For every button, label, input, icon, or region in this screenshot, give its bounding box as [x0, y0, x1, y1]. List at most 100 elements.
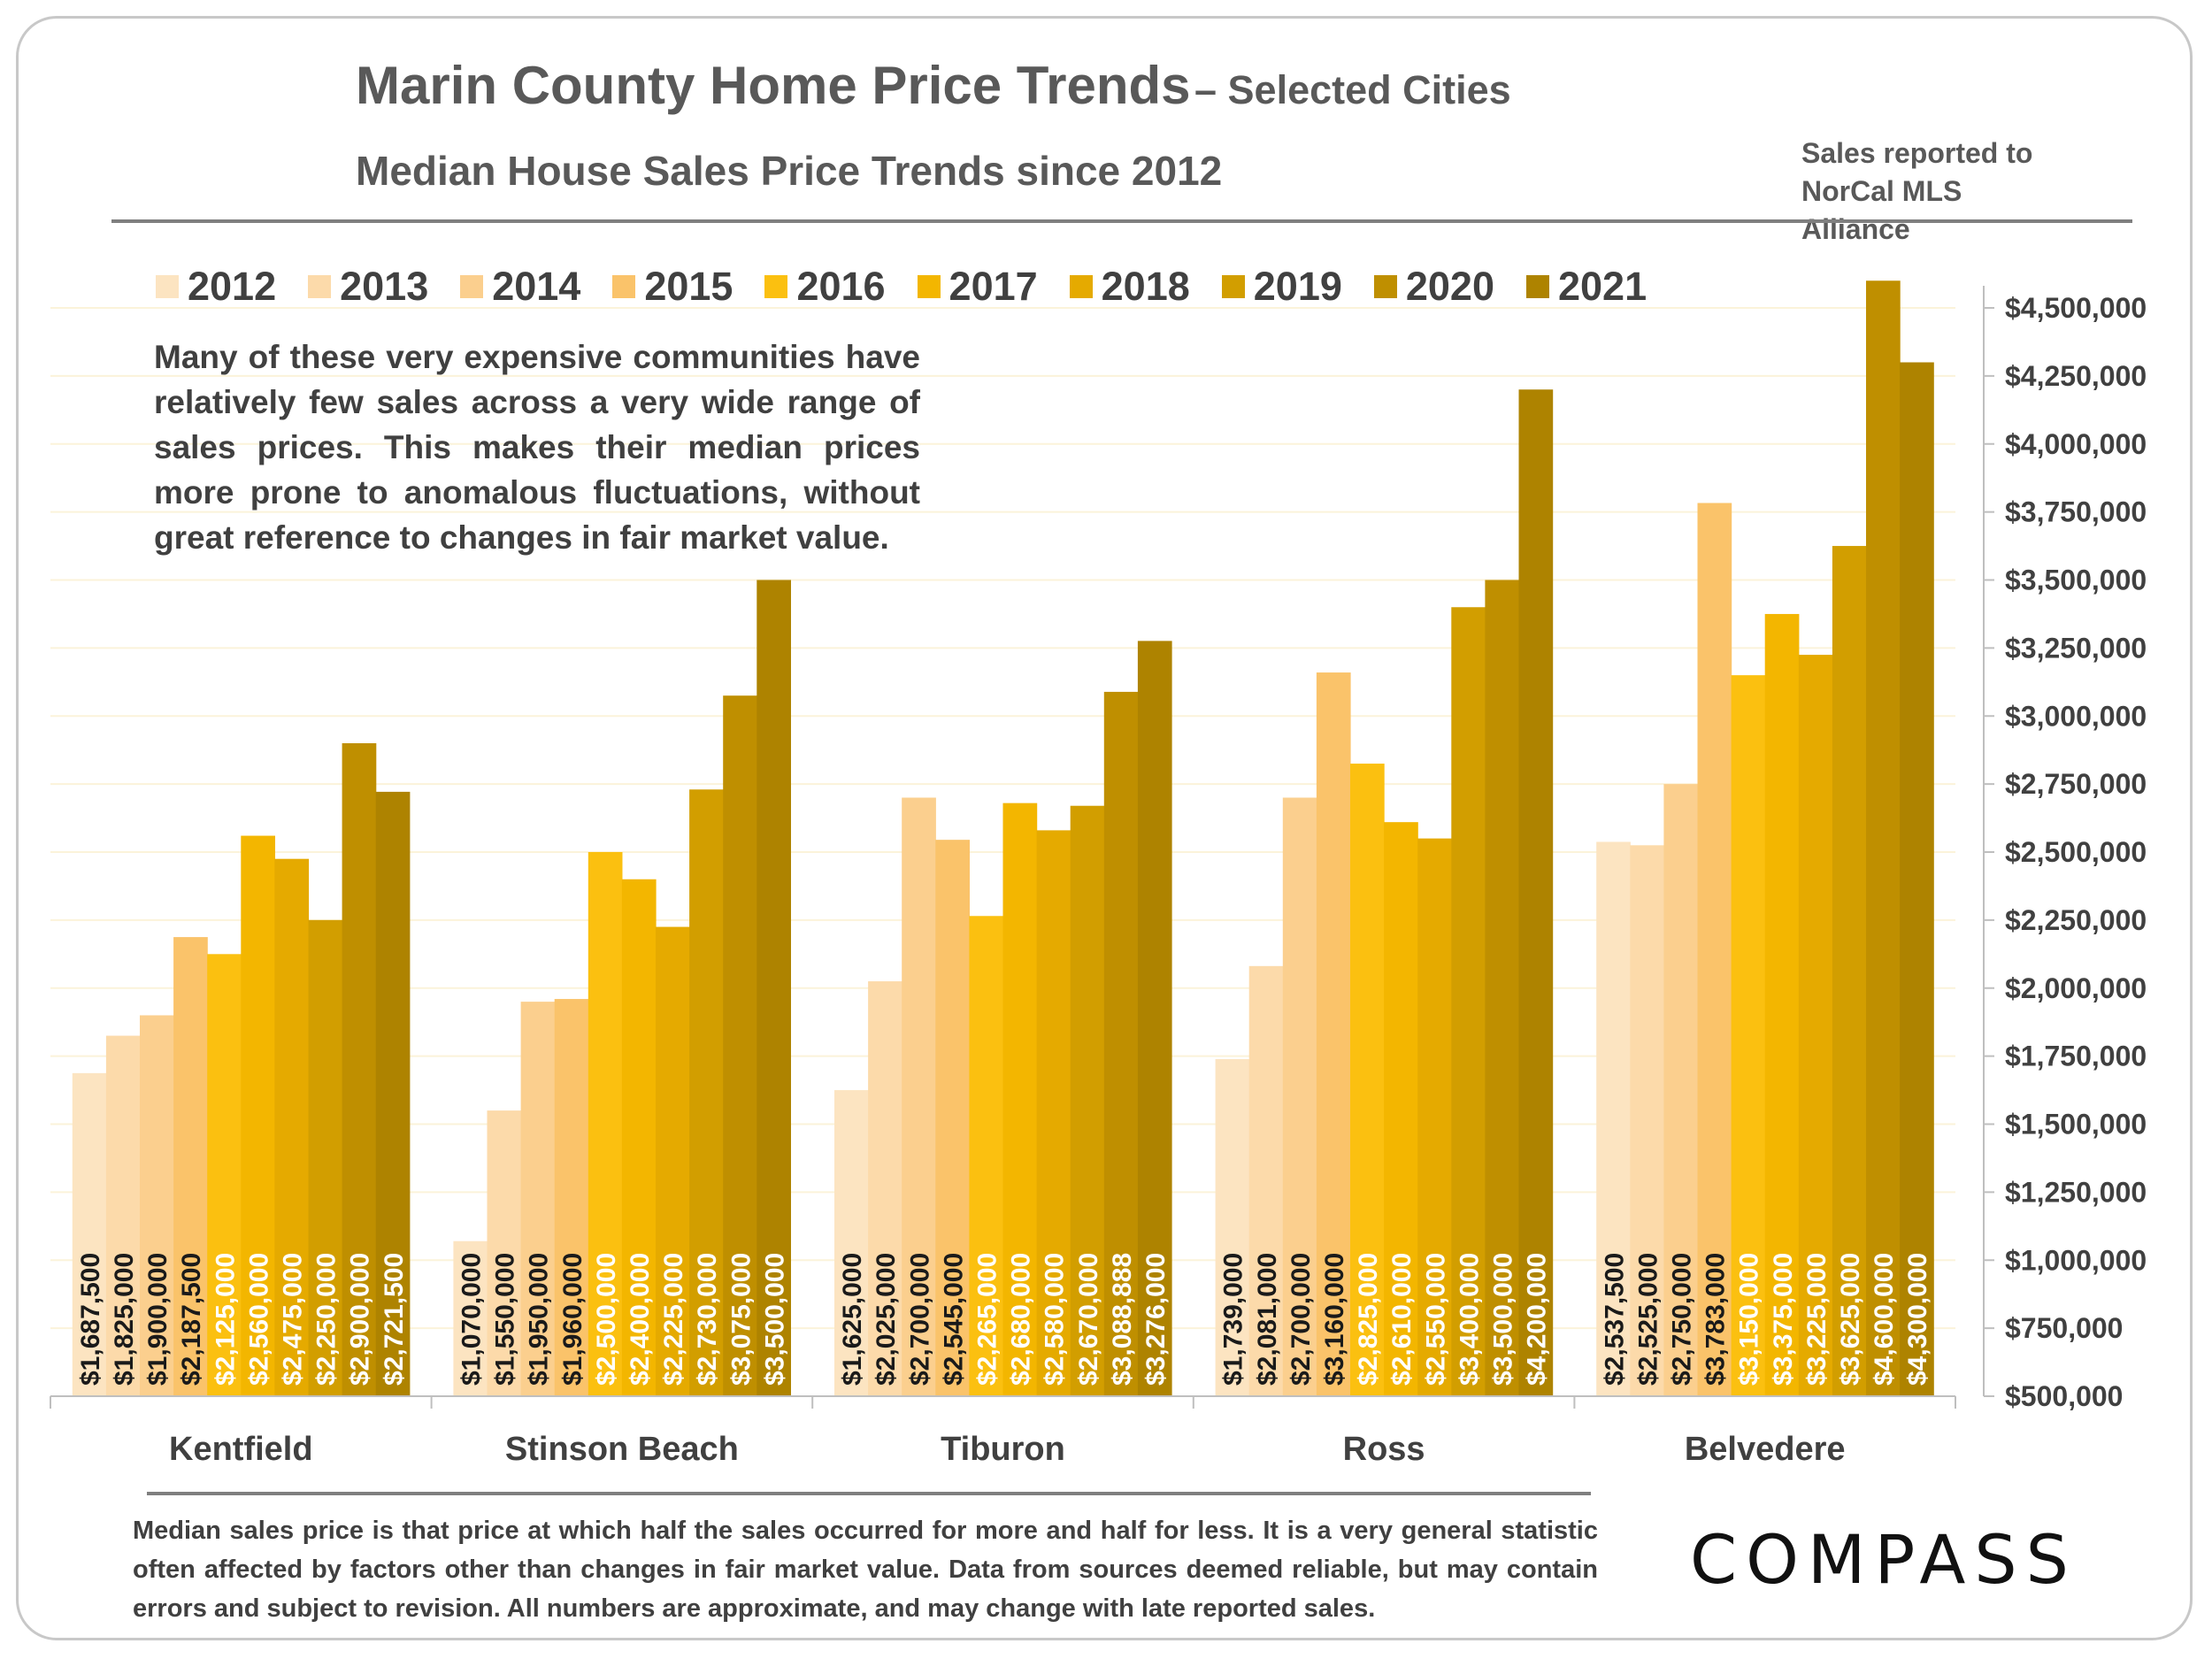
bar	[588, 852, 623, 1396]
y-tick-label: $3,750,000	[2005, 496, 2147, 528]
source-note: Sales reported to NorCal MLS Alliance	[1801, 134, 2067, 249]
bar-value-label: $3,500,000	[1488, 1253, 1517, 1386]
bar	[757, 580, 791, 1396]
bar-value-label: $1,900,000	[143, 1253, 173, 1386]
bar-value-label: $3,400,000	[1455, 1253, 1484, 1386]
y-tick-label: $1,250,000	[2005, 1176, 2147, 1208]
bar	[1731, 675, 1766, 1396]
bar-value-label: $2,550,000	[1421, 1253, 1450, 1386]
bar	[1384, 822, 1418, 1396]
bar	[1350, 764, 1385, 1396]
bar	[1036, 830, 1071, 1396]
header-divider	[111, 219, 2132, 223]
bar	[1282, 797, 1317, 1396]
y-tick-label: $750,000	[2005, 1312, 2123, 1344]
legend-swatch	[1069, 275, 1093, 298]
bar-value-label: $4,200,000	[1523, 1253, 1552, 1386]
bar	[1485, 580, 1520, 1396]
bar	[1866, 280, 1901, 1396]
bar	[1764, 613, 1800, 1396]
bar	[902, 797, 936, 1396]
legend-item: 2018	[1069, 262, 1222, 311]
bar-value-label: $2,400,000	[626, 1253, 655, 1386]
bar	[689, 789, 724, 1396]
source-line-2: NorCal MLS Alliance	[1801, 175, 1962, 245]
bar-value-label: $2,610,000	[1387, 1253, 1417, 1386]
y-tick-label: $2,500,000	[2005, 836, 2147, 868]
bar-value-label: $2,500,000	[592, 1253, 621, 1386]
bar-value-label: $3,375,000	[1769, 1253, 1798, 1386]
bar-value-label: $2,700,000	[905, 1253, 934, 1386]
legend-item: 2017	[917, 262, 1070, 311]
bar	[375, 791, 411, 1396]
bar-value-label: $4,600,000	[1870, 1253, 1899, 1386]
bar-value-label: $2,680,000	[1007, 1253, 1036, 1386]
bar-value-label: $2,225,000	[659, 1253, 688, 1386]
bar	[1798, 655, 1833, 1396]
bar-value-label: $2,525,000	[1633, 1253, 1663, 1386]
bar	[1832, 546, 1867, 1396]
bar-value-label: $1,687,500	[76, 1253, 105, 1386]
bar-value-label: $1,070,000	[457, 1253, 486, 1386]
y-tick-label: $3,000,000	[2005, 700, 2147, 732]
bar	[656, 926, 690, 1396]
bar-value-label: $2,537,500	[1600, 1253, 1629, 1386]
bar-value-label: $1,739,000	[1219, 1253, 1248, 1386]
bar	[173, 937, 208, 1396]
y-tick-label: $1,000,000	[2005, 1244, 2147, 1276]
bar-value-label: $3,150,000	[1735, 1253, 1764, 1386]
legend-item: 2020	[1373, 262, 1526, 311]
chart-legend: 2012 2013 2014 2015 2016 2017 2018 2019 2020 2021	[156, 262, 1678, 311]
bar-value-label: $3,160,000	[1320, 1253, 1349, 1386]
compass-logo: COMPASS	[1690, 1520, 2078, 1599]
bar	[1900, 362, 1934, 1396]
bar	[274, 858, 310, 1396]
category-label: Kentfield	[169, 1431, 313, 1468]
bar-value-label: $2,670,000	[1074, 1253, 1103, 1386]
bar-value-label: $1,625,000	[838, 1253, 867, 1386]
bar	[520, 1002, 556, 1396]
legend-swatch	[917, 275, 941, 298]
bar	[621, 879, 657, 1396]
legend-label: 2014	[492, 264, 581, 309]
legend-swatch	[764, 275, 788, 298]
bar-value-label: $2,721,500	[380, 1253, 409, 1386]
y-tick-label: $2,750,000	[2005, 768, 2147, 800]
legend-label: 2012	[188, 264, 277, 309]
bar-value-label: $3,500,000	[760, 1253, 789, 1386]
bar-value-label: $1,950,000	[525, 1253, 554, 1386]
bar	[1663, 784, 1699, 1396]
y-tick-label: $3,500,000	[2005, 565, 2147, 596]
legend-swatch	[1221, 275, 1245, 298]
bar-value-label: $4,300,000	[1903, 1253, 1932, 1386]
bar-value-label: $2,560,000	[244, 1253, 273, 1386]
y-tick-label: $500,000	[2005, 1380, 2123, 1412]
bar-value-label: $2,187,500	[177, 1253, 206, 1386]
y-tick-label: $2,000,000	[2005, 972, 2147, 1004]
legend-label: 2013	[340, 264, 429, 309]
chart-annotation: Many of these very expensive communities…	[154, 339, 920, 556]
bar	[1518, 389, 1554, 1396]
legend-item: 2015	[612, 262, 764, 311]
bar	[453, 1240, 488, 1396]
bar	[241, 835, 275, 1396]
y-tick-label: $4,500,000	[2005, 292, 2147, 324]
y-tick-label: $3,250,000	[2005, 632, 2147, 664]
bar	[487, 1110, 522, 1396]
bar	[834, 1090, 869, 1396]
bar	[1215, 1059, 1250, 1396]
bar	[554, 999, 589, 1396]
bar-value-label: $2,900,000	[346, 1253, 375, 1386]
legend-item: 2012	[156, 262, 308, 311]
legend-item: 2016	[764, 262, 917, 311]
footnote: Median sales price is that price at whic…	[133, 1517, 1598, 1623]
legend-item: 2021	[1525, 262, 1678, 311]
bar-value-label: $1,550,000	[491, 1253, 520, 1386]
title-main: Marin County Home Price Trends	[356, 56, 1191, 115]
legend-swatch	[460, 275, 484, 298]
legend-item: 2013	[308, 262, 460, 311]
bar	[1417, 838, 1452, 1396]
legend-item: 2019	[1221, 262, 1374, 311]
legend-item: 2014	[460, 262, 612, 311]
bar	[1103, 691, 1139, 1396]
